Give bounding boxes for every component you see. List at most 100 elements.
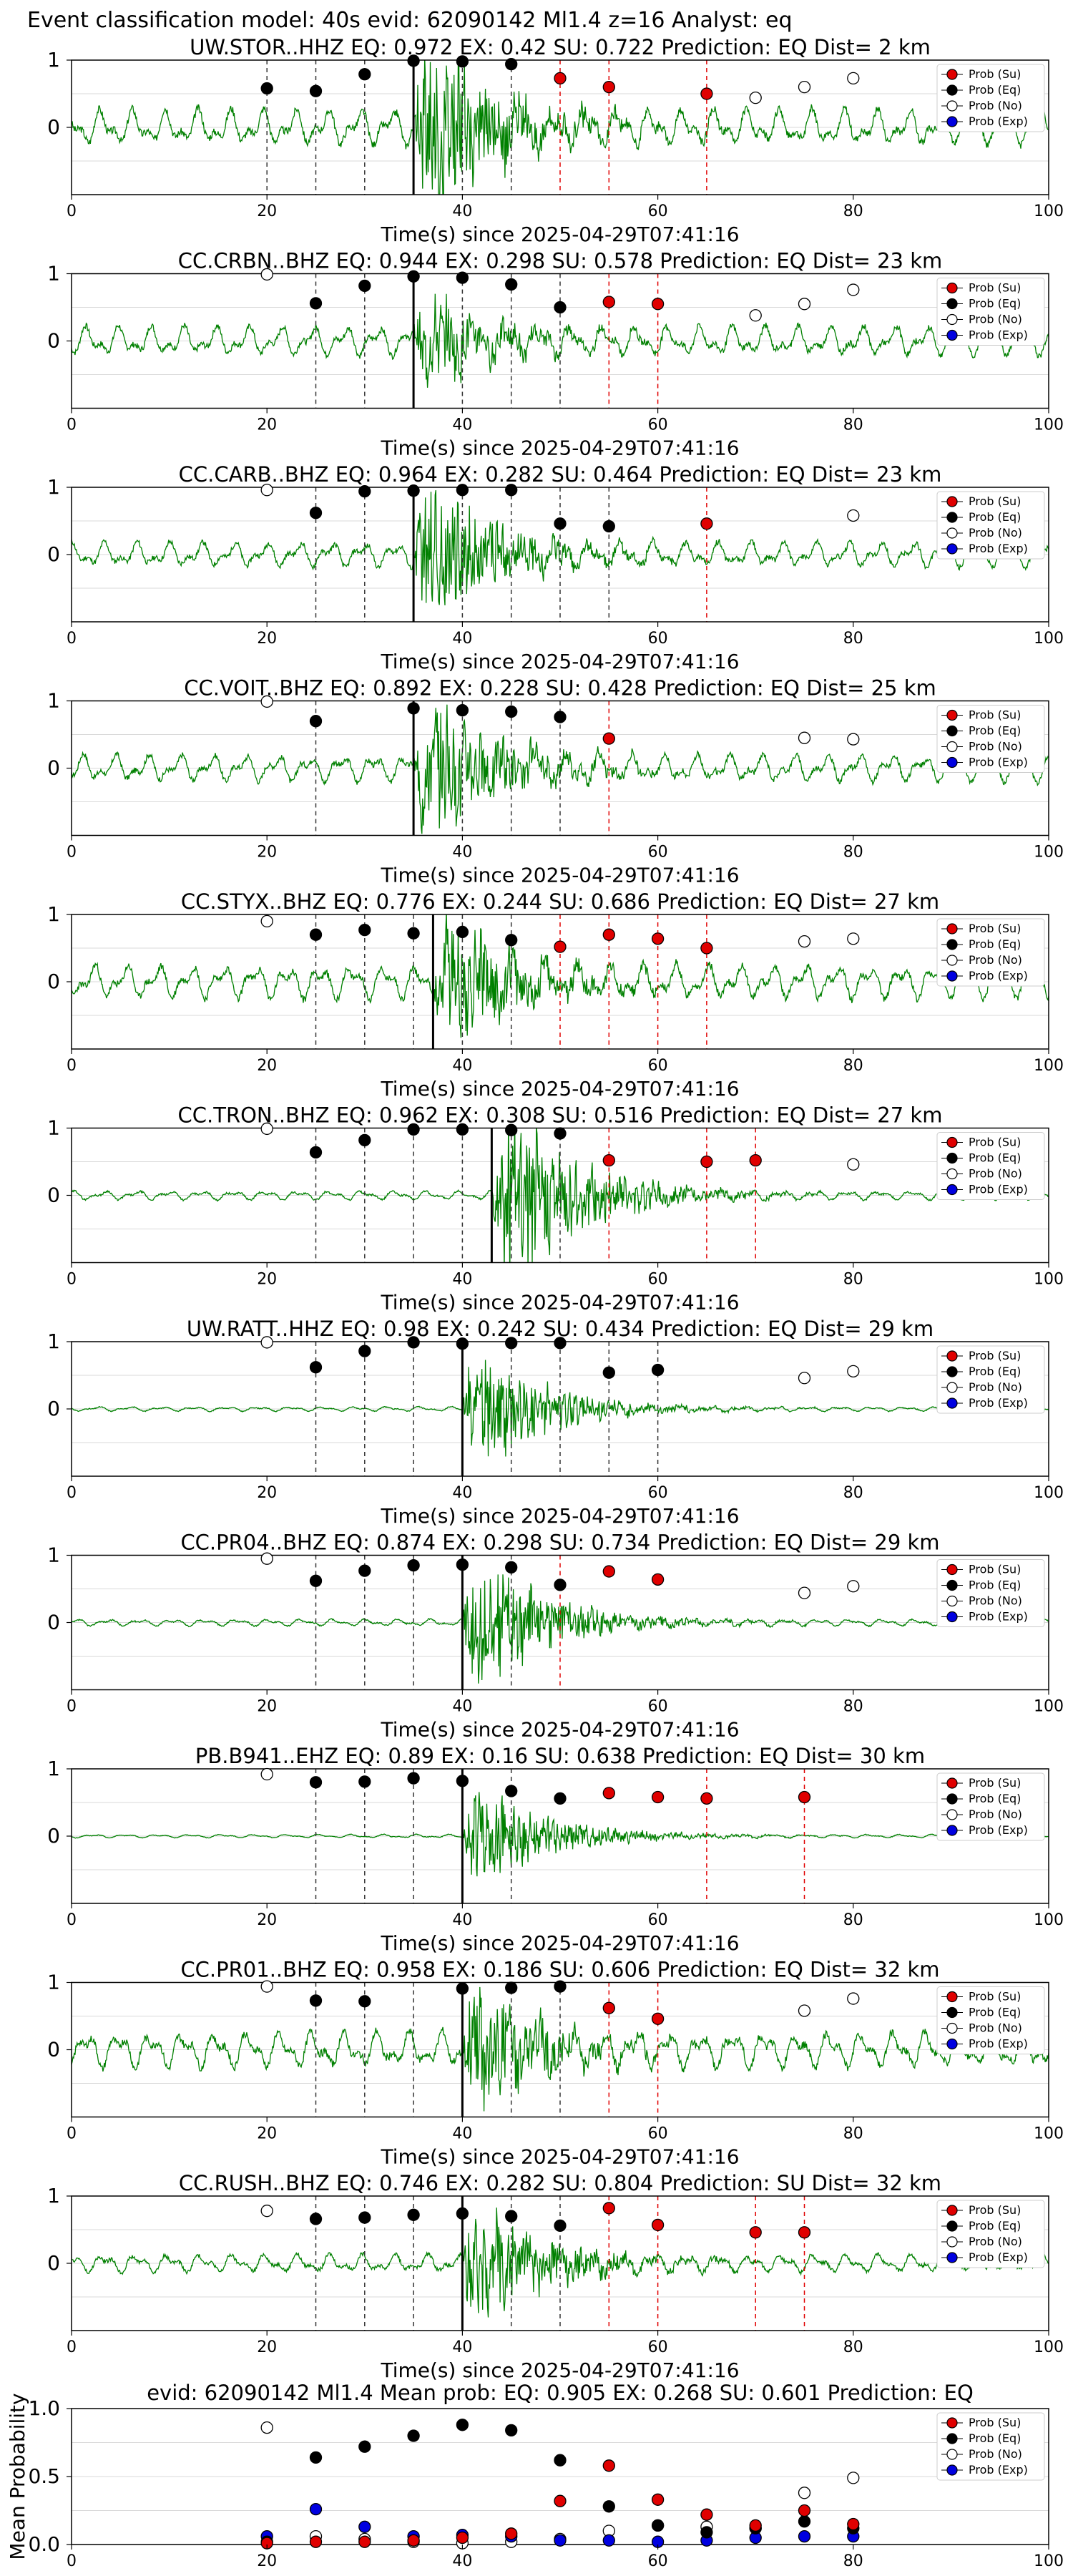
legend-marker-su (946, 1136, 958, 1148)
panel-cc-tron--bhz: CC.TRON..BHZ EQ: 0.962 EX: 0.308 SU: 0.5… (47, 1103, 1064, 1314)
legend: Prob (Su) Prob (Eq) Prob (No) Prob (Exp) (936, 1772, 1045, 1841)
plot-area (72, 1555, 1049, 1690)
legend: Prob (Su) Prob (Eq) Prob (No) Prob (Exp) (936, 1132, 1045, 1200)
x-tick-label: 0 (67, 1057, 77, 1075)
legend: Prob (Su) Prob (Eq) Prob (No) Prob (Exp) (936, 2412, 1045, 2481)
legend-label-su: Prob (Su) (969, 1349, 1021, 1362)
legend-label-exp: Prob (Exp) (969, 2250, 1028, 2264)
point-eq-1 (358, 279, 371, 293)
point-eq-5 (554, 517, 567, 530)
point-su-3 (798, 2226, 811, 2239)
x-tick-label: 60 (648, 203, 668, 220)
point-eq-4 (456, 2419, 469, 2431)
legend-label-exp: Prob (Exp) (969, 1183, 1028, 1196)
y-axis-label: Mean Probability (6, 2393, 29, 2560)
legend-label-no: Prob (No) (969, 99, 1022, 112)
y-tick-label: 0 (47, 542, 60, 566)
legend-label-su: Prob (Su) (969, 494, 1021, 508)
x-tick-label: 0 (67, 844, 77, 862)
x-tick-label: 80 (843, 2552, 863, 2570)
point-su-11 (798, 2504, 811, 2517)
point-su-4 (456, 2531, 469, 2545)
legend-frame (936, 705, 1045, 773)
legend-marker-su (946, 282, 958, 294)
point-eq-3 (456, 1123, 469, 1136)
point-eq-6 (602, 519, 615, 533)
point-no-0 (749, 91, 762, 104)
x-tick-label: 40 (452, 2125, 472, 2143)
legend-marker-exp (946, 1397, 958, 1409)
point-eq-1 (358, 1564, 371, 1577)
legend-marker-su (946, 1350, 958, 1362)
point-su-2 (358, 2535, 371, 2548)
point-eq-2 (456, 1982, 469, 1995)
point-eq-0 (309, 1146, 323, 1158)
legend-frame (936, 1132, 1045, 1200)
legend-label-su: Prob (Su) (969, 708, 1021, 722)
point-eq-4 (505, 1785, 518, 1797)
y-tick-label: 1 (47, 689, 60, 713)
legend-label-exp: Prob (Exp) (969, 969, 1028, 982)
legend-marker-eq (946, 1579, 958, 1591)
legend-label-su: Prob (Su) (969, 2203, 1021, 2217)
point-su-0 (602, 1565, 615, 1578)
y-tick-label: 0 (47, 756, 60, 780)
point-eq-2 (407, 927, 420, 940)
point-no-1 (847, 1158, 860, 1171)
point-eq-5 (505, 57, 518, 71)
point-eq-4 (456, 55, 469, 68)
point-eq-0 (309, 1994, 323, 2007)
x-axis-label: Time(s) since 2025-04-29T07:41:16 (380, 650, 739, 673)
panel-title: CC.PR01..BHZ EQ: 0.958 EX: 0.186 SU: 0.6… (180, 1958, 939, 1982)
x-tick-label: 100 (1034, 2552, 1064, 2570)
x-tick-label: 20 (257, 2125, 277, 2143)
x-tick-label: 100 (1034, 203, 1064, 220)
point-eq-3 (407, 54, 420, 67)
legend-label-no: Prob (No) (969, 313, 1022, 326)
x-axis-label: Time(s) since 2025-04-29T07:41:16 (380, 1931, 739, 1955)
point-no-1 (798, 1372, 811, 1385)
point-su-3 (700, 942, 713, 955)
y-tick-label: 0 (47, 2251, 60, 2275)
point-su-10 (749, 2519, 762, 2532)
panel-title: evid: 62090142 Ml1.4 Mean prob: EQ: 0.90… (147, 2381, 974, 2405)
x-tick-label: 80 (843, 416, 863, 434)
legend-marker-su (946, 2417, 958, 2429)
point-su-2 (749, 1153, 762, 1167)
legend-label-exp: Prob (Exp) (969, 756, 1028, 769)
panel-cc-styx--bhz: CC.STYX..BHZ EQ: 0.776 EX: 0.244 SU: 0.6… (47, 889, 1064, 1101)
y-tick-label: 1 (47, 1971, 60, 1994)
legend-frame (936, 2412, 1045, 2481)
x-tick-label: 60 (648, 2338, 668, 2356)
legend-marker-no (946, 955, 958, 966)
legend-marker-eq (946, 512, 958, 523)
point-eq-5 (554, 1337, 567, 1350)
point-no-2 (847, 733, 860, 746)
x-axis-label: Time(s) since 2025-04-29T07:41:16 (380, 2358, 739, 2382)
point-eq-3 (456, 1337, 469, 1350)
point-eq-3 (456, 271, 469, 284)
point-su-0 (602, 732, 615, 745)
legend-label-no: Prob (No) (969, 1380, 1022, 1394)
legend-marker-eq (946, 1793, 958, 1805)
legend-marker-exp (946, 2038, 958, 2050)
point-no-1 (798, 2004, 811, 2017)
x-tick-label: 20 (257, 1698, 277, 1716)
point-su-3 (407, 2534, 420, 2547)
point-eq-1 (358, 1345, 371, 1357)
x-tick-label: 40 (452, 844, 472, 862)
legend-marker-eq (946, 725, 958, 737)
point-eq-0 (309, 507, 323, 519)
legend-marker-eq (946, 84, 958, 96)
x-tick-label: 100 (1034, 1911, 1064, 1929)
point-eq-9 (700, 2526, 713, 2539)
point-su-0 (700, 517, 713, 530)
plot-area (72, 1128, 1049, 1263)
waveform-trace (72, 1360, 1049, 1457)
legend-marker-no (946, 1809, 958, 1820)
panel-cc-voit--bhz: CC.VOIT..BHZ EQ: 0.892 EX: 0.228 SU: 0.4… (47, 676, 1064, 887)
panel-cc-carb--bhz: CC.CARB..BHZ EQ: 0.964 EX: 0.282 SU: 0.4… (47, 462, 1064, 673)
point-exp-7 (602, 2534, 615, 2547)
point-eq-4 (505, 1123, 518, 1136)
point-eq-4 (554, 711, 567, 723)
